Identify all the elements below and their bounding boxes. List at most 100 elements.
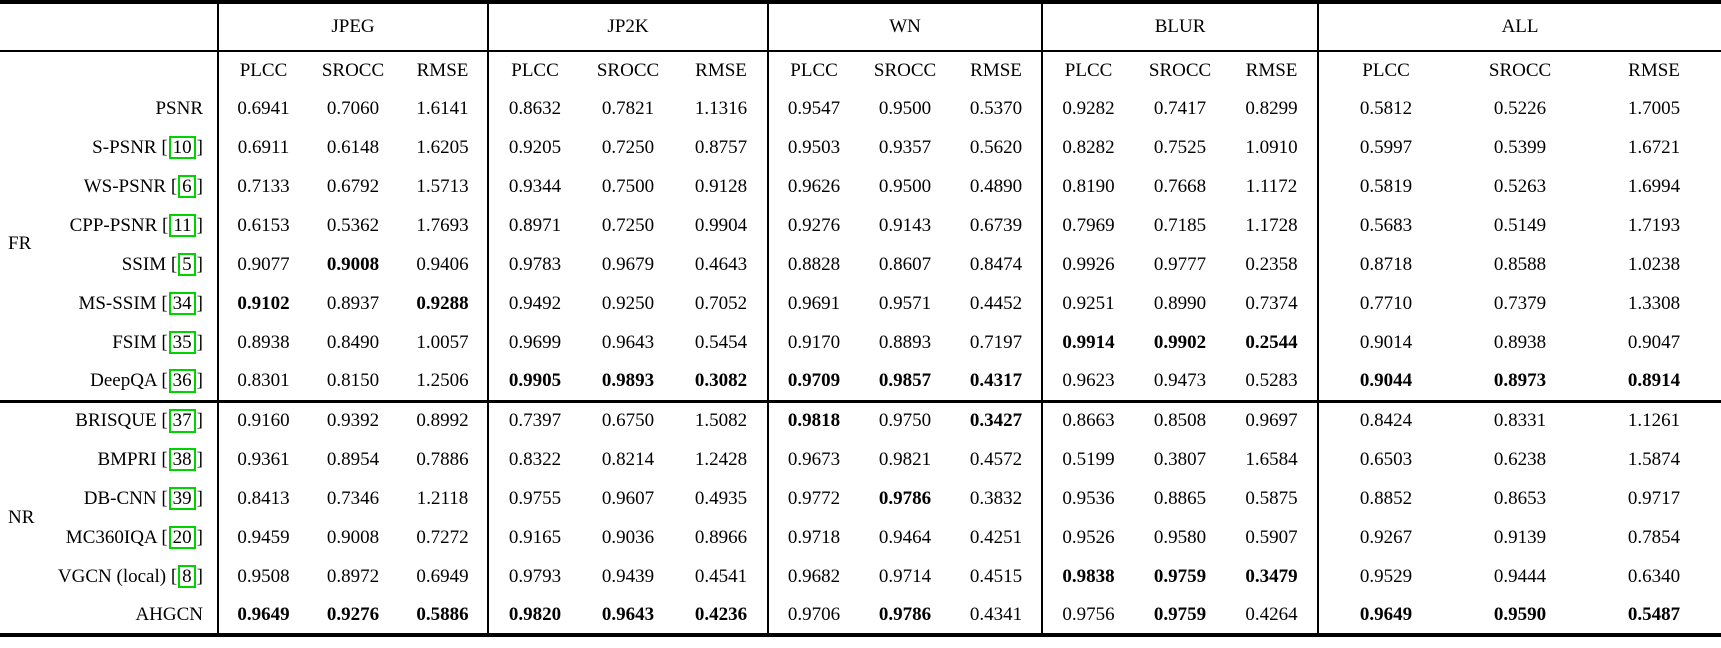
value-cell: 0.9128 [694,175,748,197]
group-header-wn: WN [767,2,1043,52]
value-cell: 0.8190 [1041,167,1135,206]
citation-link[interactable]: 34 [168,291,196,316]
value-cell: 0.8992 [398,399,489,440]
citation-link[interactable]: 20 [168,525,196,550]
value-cell: 0.8893 [878,331,932,353]
metric-header-jp2k-srocc: SROCC [596,59,660,81]
value-cell: 0.9036 [601,526,655,548]
value-cell: 0.9276 [767,206,860,245]
value-cell: 0.5875 [1245,487,1298,509]
citation-link[interactable]: 39 [168,486,196,511]
citation-link[interactable]: 5 [178,252,196,277]
value-cell: 0.8937 [326,292,380,314]
value-cell: 0.9838 [1041,557,1135,596]
citation-link[interactable]: 6 [178,174,196,199]
table-row: DB-CNN [39] 0.8413 0.7346 1.2118 0.9755 0.960… [0,479,1721,518]
value-cell: 0.9926 [1041,245,1135,284]
table-row: DeepQA [36] 0.8301 0.8150 1.2506 0.9905 0.989… [0,362,1721,401]
value-cell: 0.5454 [694,331,748,353]
table-body: FR PSNR 0.6941 0.7060 1.6141 0.8632 0.7821 1.13… [0,89,1721,635]
value-cell: 0.9571 [878,292,932,314]
value-cell: 0.7379 [1493,292,1547,314]
value-cell: 0.8757 [694,136,748,158]
value-cell: 0.9679 [601,253,655,275]
value-cell: 0.9529 [1317,557,1454,596]
value-cell: 0.9047 [1627,331,1681,353]
value-cell: 0.9717 [1627,487,1681,509]
group-header-jpeg: JPEG [216,2,489,52]
citation-link[interactable]: 8 [178,564,196,589]
value-cell: 0.9623 [1041,362,1135,401]
value-cell: 0.8852 [1317,479,1454,518]
value-cell: 0.5812 [1317,89,1454,128]
citation-link[interactable]: 38 [168,447,196,472]
value-cell: 0.9643 [601,331,655,353]
table-row: VGCN (local) [8] 0.9508 0.8972 0.6949 0.9793… [0,557,1721,596]
value-cell: 0.9500 [878,175,932,197]
value-cell: 0.8938 [1493,331,1547,353]
citation-link[interactable]: 37 [168,409,196,434]
metric-header-row: PLCC SROCC RMSE PLCC SROCC RMSE PLCC SROCC RMSE P… [0,51,1721,89]
value-cell: 0.8990 [1153,292,1207,314]
citation-link[interactable]: 35 [168,330,196,355]
value-cell: 1.0057 [416,331,469,353]
value-cell: 0.9536 [1041,479,1135,518]
value-cell: 0.4317 [969,369,1023,391]
citation-link[interactable]: 10 [168,135,196,160]
value-cell: 0.6238 [1493,448,1547,470]
value-cell: 0.3479 [1245,565,1298,587]
value-cell: 0.9288 [416,292,469,314]
value-cell: 0.8508 [1134,399,1227,440]
value-cell: 0.9904 [694,214,748,236]
citation-link[interactable]: 36 [168,368,196,393]
value-cell: 0.4264 [1245,603,1298,625]
metric-header-all-rmse: RMSE [1628,59,1680,81]
value-cell: 0.9626 [767,167,860,206]
value-cell: 0.7185 [1153,214,1207,236]
value-cell: 0.8663 [1041,399,1135,440]
value-cell: 0.9008 [326,253,380,275]
value-cell: 0.7886 [416,448,469,470]
value-cell: 0.7346 [326,487,380,509]
value-cell: 0.5886 [416,603,469,625]
value-cell: 0.7854 [1627,526,1681,548]
value-cell: 0.9755 [487,479,582,518]
value-cell: 0.9857 [878,369,932,391]
metric-header-wn-srocc: SROCC [873,59,937,81]
metric-header-all-srocc: SROCC [1488,59,1552,81]
value-cell: 0.9772 [767,479,860,518]
value-cell: 0.3427 [951,399,1043,440]
value-cell: 0.9673 [767,440,860,479]
value-cell: 0.9508 [217,557,308,596]
value-cell: 0.9902 [1153,331,1207,353]
value-cell: 1.7005 [1627,97,1681,119]
value-cell: 0.8971 [487,206,582,245]
value-cell: 1.3308 [1627,292,1681,314]
value-cell: 0.6792 [326,175,380,197]
value-cell: 0.9649 [1317,596,1454,635]
metric-header-jp2k-rmse: RMSE [695,59,747,81]
value-cell: 0.5683 [1317,206,1454,245]
value-cell: 0.6739 [969,214,1023,236]
value-cell: 0.9044 [1317,362,1454,401]
value-cell: 0.9077 [217,245,308,284]
table-row: S-PSNR [10] 0.6911 0.6148 1.6205 0.9205 0.725… [0,128,1721,167]
method-label: BMPRI [38] [97,447,203,472]
value-cell: 0.9756 [1041,596,1135,635]
citation-link[interactable]: 11 [169,213,196,238]
value-cell: 0.9759 [1153,565,1207,587]
value-cell: 0.7250 [601,136,655,158]
value-cell: 0.2358 [1245,253,1298,275]
value-cell: 0.4236 [694,603,748,625]
value-cell: 0.9282 [1041,89,1135,128]
value-cell: 1.6994 [1627,175,1681,197]
value-cell: 0.9786 [878,603,932,625]
value-cell: 0.9439 [601,565,655,587]
value-cell: 0.9691 [767,284,860,323]
table-row: MC360IQA [20] 0.9459 0.9008 0.7272 0.9165 0.9… [0,518,1721,557]
value-cell: 0.9526 [1041,518,1135,557]
value-cell: 0.8299 [1245,97,1298,119]
value-cell: 0.9251 [1041,284,1135,323]
value-cell: 0.2544 [1245,331,1298,353]
